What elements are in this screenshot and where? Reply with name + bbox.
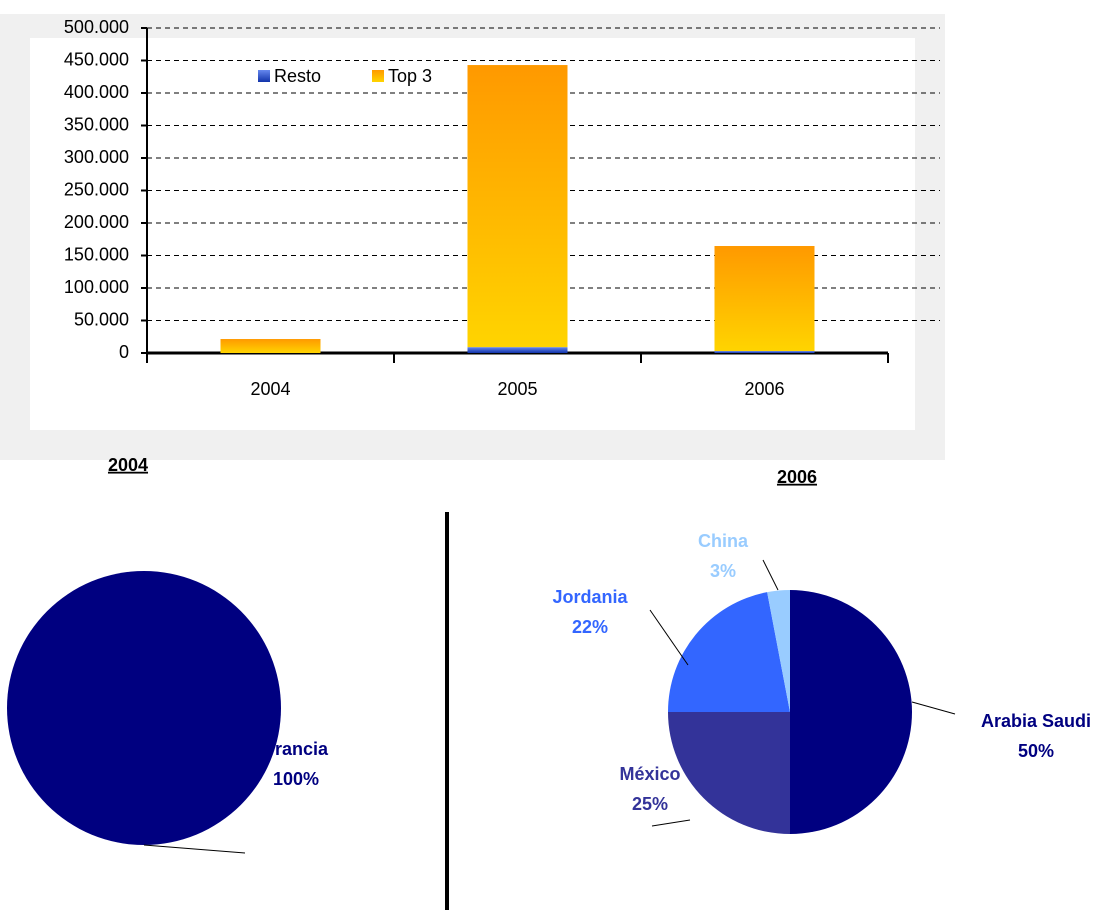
leader-line: [649, 609, 689, 666]
bar-segment: [220, 339, 321, 353]
leader-line: [651, 819, 691, 827]
leader-line: [762, 559, 779, 591]
legend-swatch: [372, 70, 384, 82]
leader-line: [911, 701, 956, 715]
y-tick-label: 200.000: [64, 212, 129, 232]
y-tick-label: 450.000: [64, 49, 129, 69]
y-tick-label: 50.000: [74, 309, 129, 329]
slice-value-label: 25%: [632, 794, 668, 814]
slice-value-label: 100%: [273, 769, 319, 789]
pie-slice: [668, 712, 790, 834]
y-tick-label: 250.000: [64, 179, 129, 199]
slice-label: Arabia Saudi: [981, 711, 1091, 731]
pie-slice: [790, 590, 912, 834]
slice-label: China: [698, 531, 749, 551]
y-tick-label: 400.000: [64, 82, 129, 102]
y-tick-label: 350.000: [64, 114, 129, 134]
x-tick-label: 2006: [744, 379, 784, 399]
y-tick-label: 300.000: [64, 147, 129, 167]
slice-label: Jordania: [552, 587, 628, 607]
pie-title: 2004: [108, 455, 148, 475]
bar-segment: [467, 65, 568, 348]
y-tick-label: 500.000: [64, 17, 129, 37]
slice-label: México: [619, 764, 680, 784]
x-tick-label: 2005: [497, 379, 537, 399]
y-tick-label: 0: [119, 342, 129, 362]
slice-label: Francia: [264, 739, 329, 759]
bar-segment: [467, 347, 568, 353]
leader-line: [143, 844, 246, 854]
slice-value-label: 3%: [710, 561, 736, 581]
legend-swatch: [258, 70, 270, 82]
legend-label: Top 3: [388, 66, 432, 86]
pie-slice: [767, 590, 790, 712]
y-tick-label: 100.000: [64, 277, 129, 297]
y-tick-label: 150.000: [64, 244, 129, 264]
bar-segment: [714, 246, 815, 352]
pie-title: 2006: [777, 467, 817, 487]
x-tick-label: 2004: [250, 379, 290, 399]
slice-value-label: 50%: [1018, 741, 1054, 761]
pie-slice: [668, 592, 790, 712]
bar-segment: [714, 351, 815, 353]
slice-value-label: 22%: [572, 617, 608, 637]
legend-label: Resto: [274, 66, 321, 86]
pie-slice: [7, 571, 281, 845]
